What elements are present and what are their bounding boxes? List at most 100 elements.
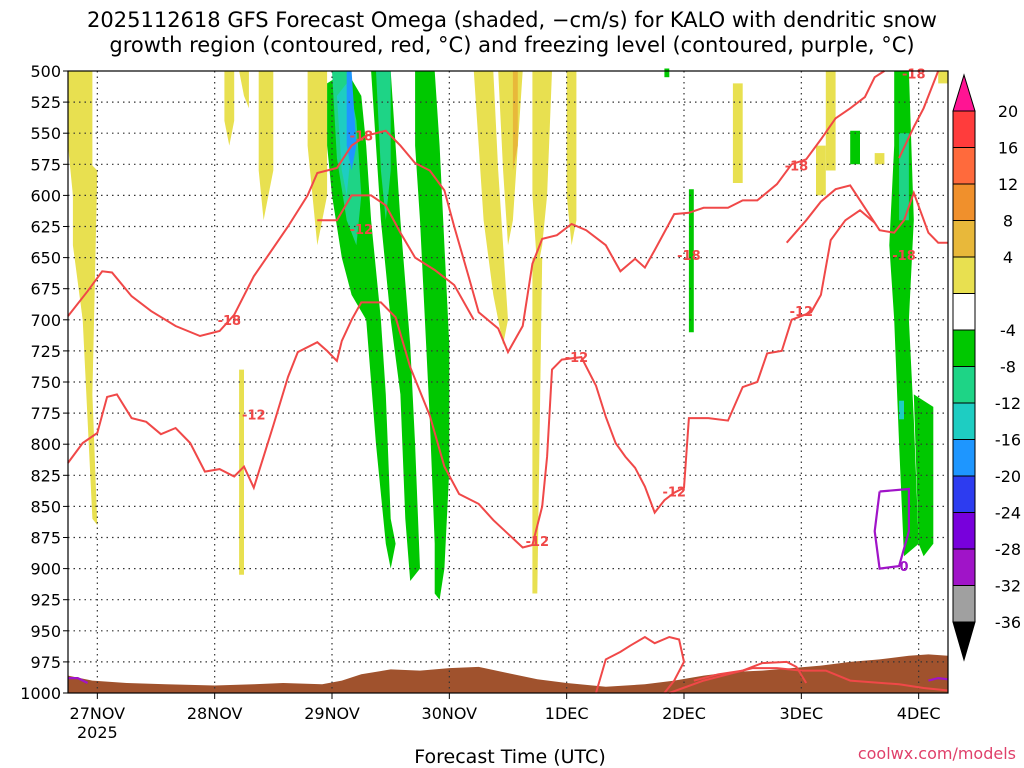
contour-label-6: -12: [350, 223, 374, 238]
colorbar: 20 16 12 8 4 -4 -8 -12 -16 -20 -24 -28 -32 -36: [952, 73, 1021, 662]
colorbar-bin-7: [952, 366, 976, 404]
colorbar-bin-3: [952, 220, 976, 258]
colorbar-label-13: -36: [995, 613, 1021, 632]
terrain-fill: [68, 654, 948, 693]
colorbar-label-9: -20: [995, 467, 1021, 486]
y-tick-label-825: 825: [30, 466, 61, 485]
chart-title-line-1: 2025112618 GFS Forecast Omega (shaded, −…: [87, 8, 937, 32]
contour-label-10: -12: [662, 485, 686, 500]
colorbar-bin-12: [952, 548, 976, 586]
contour-label-0: -18: [218, 314, 242, 329]
colorbar-bin-11: [952, 512, 976, 550]
colorbar-label-10: -24: [995, 504, 1021, 523]
site-credit[interactable]: coolwx.com/models: [858, 744, 1016, 763]
shade-region-5: [239, 369, 244, 575]
shade-region-6: [307, 71, 328, 246]
colorbar-bin-5: [952, 293, 976, 331]
contour-dgz-minus18-right: [785, 184, 948, 244]
shade-region-26: [850, 130, 860, 165]
y-tick-label-675: 675: [30, 280, 61, 299]
x-tick-label-29NOV: 29NOV: [304, 704, 360, 723]
shade-region-23: [825, 71, 836, 171]
colorbar-label-0: 20: [998, 102, 1018, 121]
shade-region-20: [664, 68, 670, 78]
shade-region-1: [72, 145, 98, 526]
contour-label-8: -12: [565, 351, 589, 366]
gridlines: [68, 71, 948, 693]
colorbar-label-3: 8: [1003, 212, 1013, 231]
colorbar-label-6: -8: [1000, 358, 1016, 377]
shade-region-13: [415, 71, 450, 600]
contour-dgz-minus18-upper: [67, 70, 885, 355]
contour-dgz-minus18-topright: [898, 70, 940, 159]
x-tick-label-1DEC: 1DEC: [545, 704, 589, 723]
y-axis-pressure-ticks: 500 525 550 575 600 625 650 675 700 725 750 775 800 8…: [20, 62, 68, 703]
contour-dgz-minus12-bottom2: [668, 667, 949, 694]
contour-label-7: -12: [242, 408, 266, 423]
shade-region-27: [889, 71, 919, 557]
y-tick-label-900: 900: [30, 560, 61, 579]
y-tick-label-500: 500: [30, 62, 61, 81]
contour-dgz-minus18-lower: [317, 194, 475, 321]
y-tick-label-950: 950: [30, 622, 61, 641]
y-tick-label-850: 850: [30, 497, 61, 516]
contour-label-4: -18: [892, 249, 916, 264]
shade-region-19: [566, 71, 577, 246]
contour-label-12: 0: [899, 560, 908, 575]
y-tick-label-925: 925: [30, 591, 61, 610]
colorbar-label-1: 16: [998, 139, 1018, 158]
contour-label-11: -12: [790, 305, 814, 320]
colorbar-bin-0: [952, 110, 976, 148]
y-tick-label-525: 525: [30, 93, 61, 112]
shade-region-21: [688, 189, 694, 333]
y-tick-label-600: 600: [30, 186, 61, 205]
contour-dgz-minus12-lower: [67, 209, 876, 549]
x-tick-label-30NOV: 30NOV: [422, 704, 478, 723]
colorbar-label-12: -32: [995, 577, 1021, 596]
colorbar-label-7: -12: [995, 394, 1021, 413]
colorbar-bin-2: [952, 183, 976, 221]
x-tick-label-27NOV: 27NOV: [70, 704, 126, 723]
contour-freezing-right: [873, 487, 911, 570]
y-tick-label-750: 750: [30, 373, 61, 392]
colorbar-bin-13: [952, 585, 976, 623]
shade-region-12: [376, 71, 391, 221]
contour-freezing-right2: [928, 676, 949, 682]
shade-region-25: [874, 153, 885, 165]
y-tick-label-650: 650: [30, 249, 61, 268]
shade-region-24: [816, 145, 826, 196]
colorbar-label-11: -28: [995, 540, 1021, 559]
contour-label-9: -12: [526, 535, 550, 550]
y-tick-label-700: 700: [30, 311, 61, 330]
x-tick-label-28NOV: 28NOV: [187, 704, 243, 723]
shade-region-3: [258, 71, 274, 221]
y-tick-label-575: 575: [30, 155, 61, 174]
colorbar-bin-9: [952, 439, 976, 477]
x-axis-label: Forecast Time (UTC): [414, 746, 605, 768]
contour-freezing-left: [68, 676, 89, 684]
colorbar-bin-10: [952, 475, 976, 513]
colorbar-top-arrow: [952, 73, 976, 112]
contour-dgz-minus12-bottom3: [693, 660, 808, 684]
contour-label-5: -18: [902, 67, 926, 82]
colorbar-label-8: -16: [995, 431, 1021, 450]
x-tick-label-3DEC: 3DEC: [779, 704, 823, 723]
shade-region-14: [473, 71, 508, 345]
colorbar-bottom-arrow: [952, 621, 976, 662]
colorbar-label-4: 4: [1003, 248, 1013, 267]
y-tick-label-550: 550: [30, 124, 61, 143]
colorbar-bin-4: [952, 256, 976, 294]
contour-label-1: -18: [350, 130, 374, 145]
shade-region-29: [899, 400, 904, 420]
terrain-mask: [68, 654, 948, 693]
y-tick-label-625: 625: [30, 218, 61, 237]
shade-region-4: [239, 71, 249, 109]
x-tick-sublabel-27NOV: 2025: [77, 723, 118, 742]
shade-region-16: [512, 71, 518, 171]
shade-region-22: [732, 83, 743, 183]
y-tick-label-725: 725: [30, 342, 61, 361]
contour-label-3: -18: [785, 160, 809, 175]
shade-region-31: [938, 71, 948, 84]
